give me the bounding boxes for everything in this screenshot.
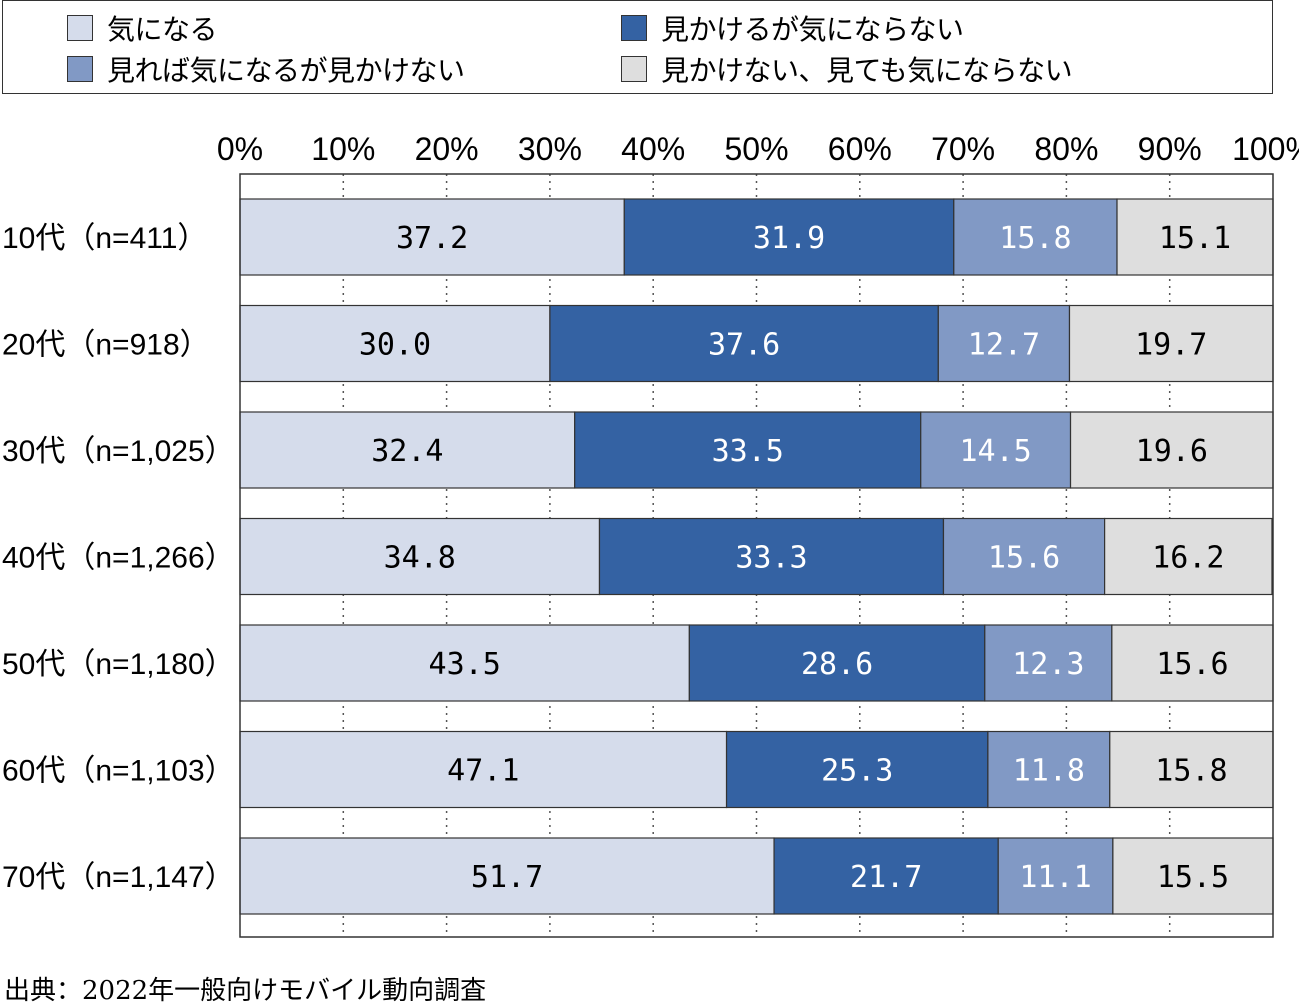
value-label-r3-s1: 33.3 — [735, 541, 807, 576]
value-label-r1-s1: 37.6 — [708, 328, 780, 363]
bar-r4-s1 — [688, 624, 986, 702]
x-tick-label-7: 70% — [931, 131, 995, 167]
x-tick-label-10: 100% — [1232, 131, 1299, 167]
value-label-r2-s2: 14.5 — [960, 434, 1032, 469]
bar-r2-s2 — [920, 411, 1072, 489]
bar-r5-s3 — [1109, 730, 1274, 809]
x-tick-label-2: 20% — [415, 131, 479, 167]
value-label-r2-s1: 33.5 — [712, 434, 784, 469]
legend-label-2: 見れば気になるが見かけない — [107, 54, 465, 87]
value-label-r3-s3: 16.2 — [1152, 541, 1224, 576]
x-tick-label-8: 80% — [1034, 131, 1098, 167]
bar-r1-s2 — [937, 304, 1071, 383]
bar-r2-s0 — [239, 411, 576, 489]
value-label-r0-s3: 15.1 — [1159, 221, 1231, 256]
stacked-bar-chart: 0% 10% 20% 30% 40% 50% 60% 70% 80% 90% 100% 37.2 31.… — [2, 131, 1299, 938]
bar-r3-s3 — [1104, 517, 1273, 596]
value-label-r4-s2: 12.3 — [1012, 647, 1084, 682]
legend-label-1: 見かけるが気にならない — [661, 13, 964, 46]
bar-r2-s1 — [574, 411, 922, 489]
bar-r4-s3 — [1111, 624, 1274, 702]
bar-r2-s3 — [1069, 411, 1274, 489]
value-label-r0-s0: 37.2 — [396, 221, 468, 256]
x-tick-label-6: 60% — [828, 131, 892, 167]
x-tick-label-9: 90% — [1138, 131, 1202, 167]
legend-swatch-1 — [621, 15, 647, 41]
value-label-r4-s3: 15.6 — [1156, 647, 1228, 682]
value-label-r4-s0: 43.5 — [429, 647, 501, 682]
value-label-r1-s3: 19.7 — [1135, 328, 1207, 363]
bar-r4-s2 — [984, 624, 1113, 702]
category-label-4: 50代（n=1,180） — [2, 648, 235, 681]
plot-frame — [239, 173, 1274, 938]
value-label-r0-s2: 15.8 — [999, 221, 1071, 256]
value-label-r1-s0: 30.0 — [359, 328, 431, 363]
legend-item-1: 見かけるが気にならない — [621, 13, 964, 46]
value-label-r6-s1: 21.7 — [850, 860, 922, 895]
category-label-2: 30代（n=1,025） — [2, 435, 235, 468]
category-label-6: 70代（n=1,147） — [2, 861, 235, 894]
legend-item-0: 気になる — [67, 13, 218, 46]
value-label-r5-s0: 47.1 — [447, 754, 519, 789]
bar-r5-s1 — [725, 730, 989, 809]
bar-r6-s2 — [997, 837, 1114, 915]
category-label-0: 10代（n=411） — [2, 222, 207, 255]
legend-item-2: 見れば気になるが見かけない — [67, 54, 465, 87]
legend-item-3: 見かけない、見ても気にならない — [621, 54, 1073, 87]
value-label-r3-s2: 15.6 — [988, 541, 1060, 576]
bar-r1-s3 — [1068, 304, 1274, 383]
value-label-r5-s2: 11.8 — [1013, 754, 1085, 789]
value-label-r2-s3: 19.6 — [1136, 434, 1208, 469]
legend-swatch-3 — [621, 56, 647, 82]
value-label-r6-s2: 11.1 — [1019, 860, 1091, 895]
value-label-r6-s3: 15.5 — [1157, 860, 1229, 895]
value-label-r5-s1: 25.3 — [821, 754, 893, 789]
value-label-r0-s1: 31.9 — [753, 221, 825, 256]
category-label-5: 60代（n=1,103） — [2, 755, 235, 788]
source-note: 出典：2022年一般向けモバイル動向調査 — [4, 976, 487, 1006]
legend: 気になる 見れば気になるが見かけない 見かけるが気にならない 見かけない、見ても… — [2, 0, 1273, 94]
x-tick-label-3: 30% — [518, 131, 582, 167]
bar-r0-s2 — [953, 198, 1118, 276]
bar-r0-s1 — [623, 198, 955, 276]
category-label-1: 20代（n=918） — [2, 329, 210, 362]
legend-label-3: 見かけない、見ても気にならない — [661, 54, 1073, 87]
bar-r1-s1 — [549, 304, 939, 383]
x-tick-label-0: 0% — [217, 131, 263, 167]
x-tick-label-5: 50% — [724, 131, 788, 167]
legend-swatch-2 — [67, 56, 93, 82]
value-label-r5-s3: 15.8 — [1155, 754, 1227, 789]
value-label-r3-s0: 34.8 — [384, 541, 456, 576]
legend-label-0: 気になる — [107, 13, 218, 46]
x-tick-label-4: 40% — [621, 131, 685, 167]
bar-r6-s1 — [773, 837, 999, 915]
value-label-r4-s1: 28.6 — [801, 647, 873, 682]
category-label-3: 40代（n=1,266） — [2, 542, 235, 575]
bar-r0-s0 — [239, 198, 625, 276]
bar-r3-s2 — [942, 517, 1106, 596]
x-tick-label-1: 10% — [311, 131, 375, 167]
bar-r6-s3 — [1112, 837, 1274, 915]
value-label-r6-s0: 51.7 — [471, 860, 543, 895]
value-label-r2-s0: 32.4 — [371, 434, 443, 469]
value-label-r1-s2: 12.7 — [968, 328, 1040, 363]
legend-swatch-0 — [67, 15, 93, 41]
bar-r3-s1 — [598, 517, 945, 596]
bar-r5-s0 — [239, 730, 728, 809]
